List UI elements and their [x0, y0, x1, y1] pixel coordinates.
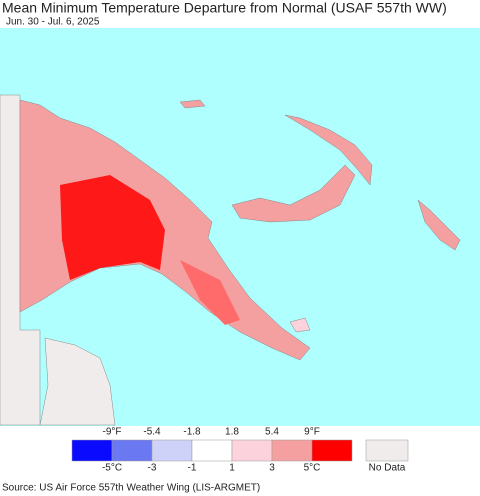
- legend-label-c: -1: [188, 463, 197, 474]
- legend-swatch: [151, 439, 193, 462]
- legend-label-f: -1.8: [183, 427, 201, 438]
- legend-label-f: 1.8: [225, 427, 239, 438]
- legend-label-f: 9°F: [304, 427, 320, 438]
- legend-swatch: [111, 439, 153, 462]
- legend-label-f: -9°F: [103, 427, 122, 438]
- legend-swatch: [231, 439, 273, 462]
- legend-label-c: -3: [148, 463, 157, 474]
- legend-label-c: 3: [269, 463, 275, 474]
- no-data-swatch: [365, 439, 409, 462]
- subtitle: Jun. 30 - Jul. 6, 2025: [6, 17, 100, 28]
- legend-label-c: 5°C: [304, 463, 321, 474]
- legend-label-c: 1: [229, 463, 235, 474]
- legend-label-f: -5.4: [143, 427, 161, 438]
- legend-swatch: [271, 439, 313, 462]
- map: [0, 28, 480, 426]
- no-data-label: No Data: [369, 463, 406, 474]
- legend-swatch: [71, 439, 113, 462]
- source: Source: US Air Force 557th Weather Wing …: [2, 483, 260, 494]
- legend-swatch: [311, 439, 353, 462]
- legend-swatch: [191, 439, 233, 462]
- legend: -9°F -5.4 -1.8 1.8 5.4 9°F -5°C -3 -1 1 3 5°C No Dat…: [71, 427, 409, 474]
- title: Mean Minimum Temperature Departure from …: [2, 0, 447, 16]
- legend-label-f: 5.4: [265, 427, 279, 438]
- legend-label-c: -5°C: [102, 463, 122, 474]
